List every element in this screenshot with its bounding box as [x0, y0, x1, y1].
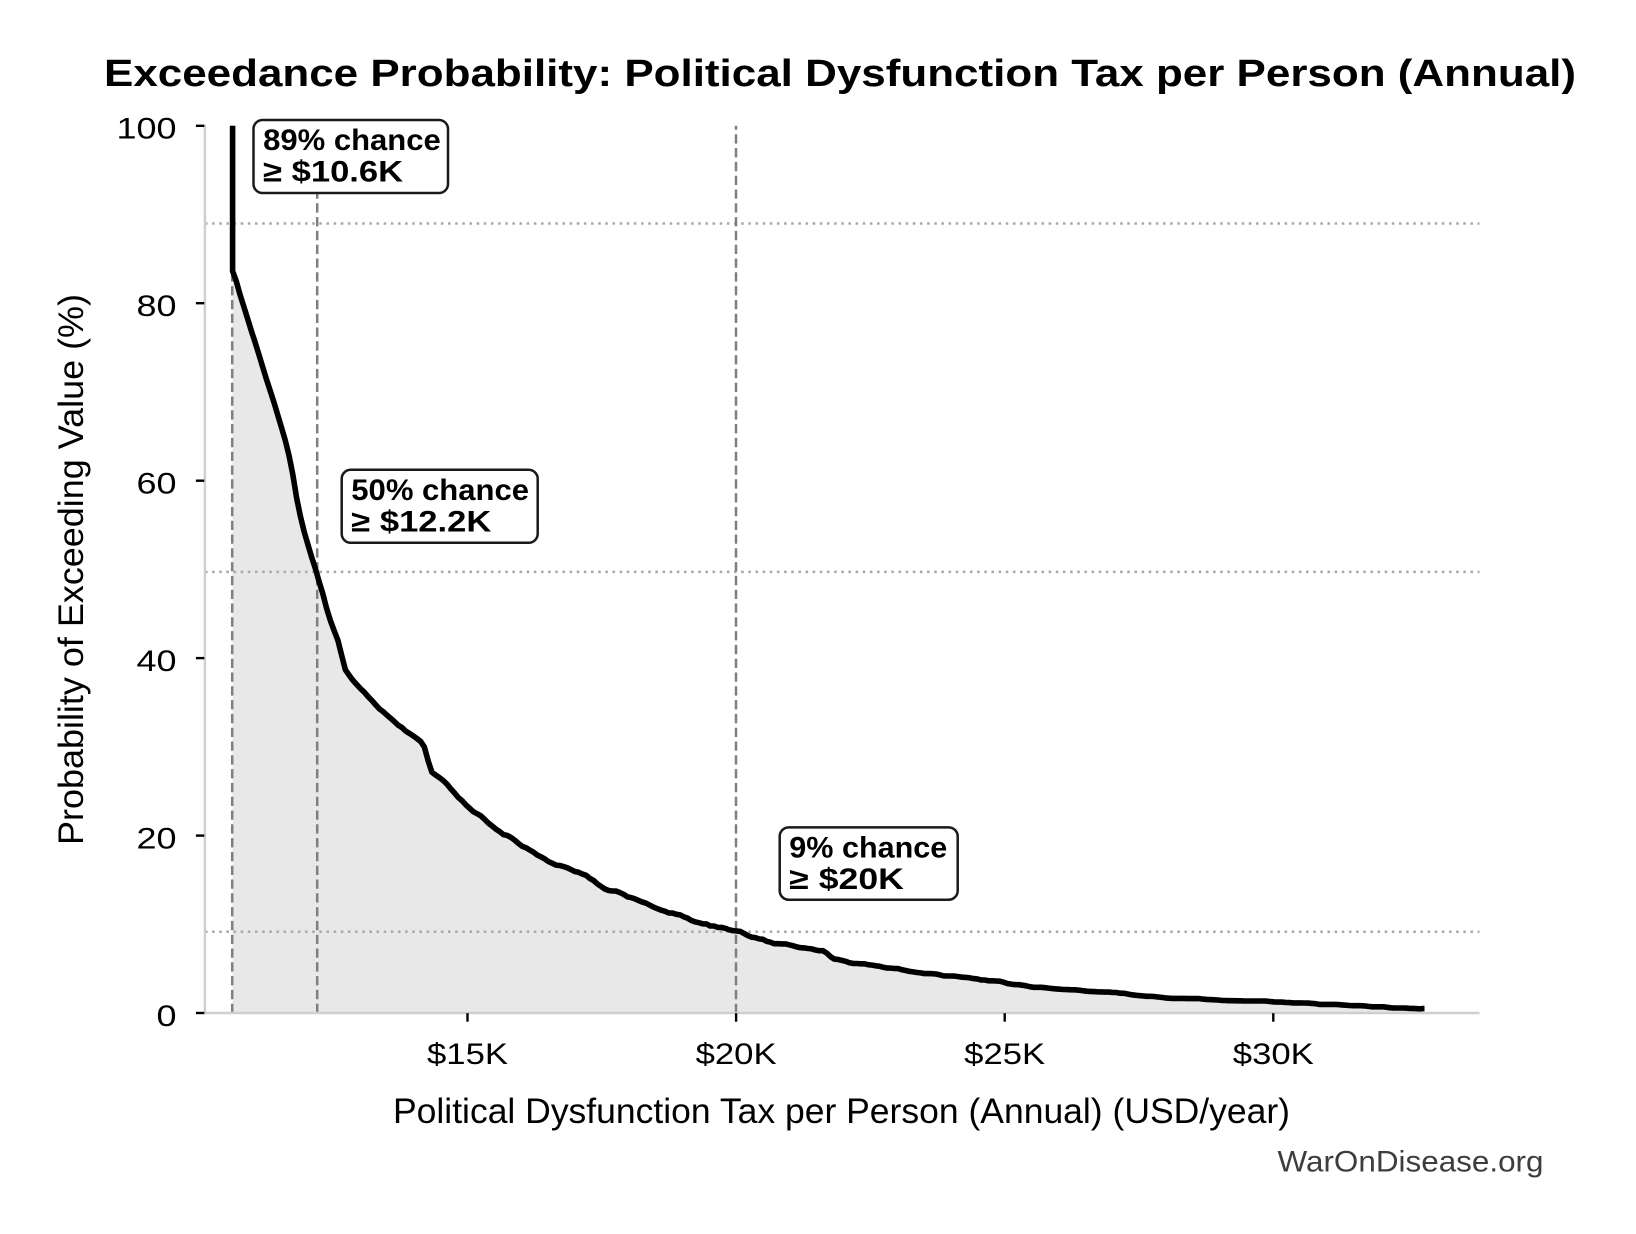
svg-text:≥ $10.6K: ≥ $10.6K [263, 156, 403, 189]
svg-text:9% chance: 9% chance [789, 831, 947, 864]
svg-text:$25K: $25K [964, 1038, 1045, 1071]
svg-text:0: 0 [157, 1000, 177, 1033]
svg-text:89% chance: 89% chance [263, 124, 441, 157]
svg-text:50% chance: 50% chance [351, 474, 529, 507]
svg-text:Political Dysfunction Tax per: Political Dysfunction Tax per Person (An… [393, 1092, 1290, 1131]
svg-text:40: 40 [137, 645, 177, 678]
svg-text:Probability of Exceeding Value: Probability of Exceeding Value (%) [52, 294, 91, 845]
svg-text:80: 80 [137, 290, 177, 323]
svg-text:$20K: $20K [696, 1038, 777, 1071]
svg-text:≥ $20K: ≥ $20K [789, 863, 904, 896]
svg-text:WarOnDisease.org: WarOnDisease.org [1278, 1145, 1544, 1178]
svg-text:Exceedance Probability: Politi: Exceedance Probability: Political Dysfun… [104, 53, 1576, 95]
svg-text:$15K: $15K [427, 1038, 508, 1071]
svg-text:60: 60 [137, 468, 177, 501]
svg-text:≥ $12.2K: ≥ $12.2K [351, 505, 491, 538]
svg-text:$30K: $30K [1233, 1038, 1314, 1071]
svg-text:20: 20 [137, 822, 177, 855]
svg-text:100: 100 [117, 113, 177, 146]
